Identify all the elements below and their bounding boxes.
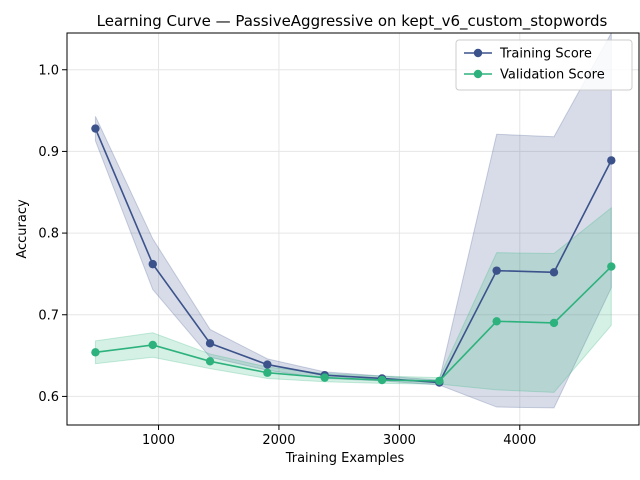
validation-score-point xyxy=(492,317,501,326)
validation-score-band xyxy=(94,206,612,393)
y-tick-label: 0.6 xyxy=(38,390,59,405)
validation-score-point xyxy=(263,368,272,377)
y-tick-label: 1.0 xyxy=(38,63,59,78)
training-score-line xyxy=(94,128,613,384)
validation-score-point xyxy=(377,375,387,385)
x-axis-label: Training Examples xyxy=(285,451,405,466)
x-tick-label: 1000 xyxy=(142,433,175,448)
validation-score-point xyxy=(549,318,559,328)
legend-training-label: Training Score xyxy=(499,47,592,62)
validation-score-point xyxy=(320,373,329,382)
training-score-point xyxy=(263,360,272,369)
legend-validation-marker xyxy=(473,69,483,79)
x-tick-label: 4000 xyxy=(503,433,536,448)
confidence-bands xyxy=(94,32,612,409)
legend-box xyxy=(455,39,633,91)
chart-title: Learning Curve — PassiveAggressive on ke… xyxy=(97,12,608,31)
validation-score-point xyxy=(91,348,100,357)
y-axis-label: Accuracy xyxy=(15,199,30,259)
y-tick-label: 0.7 xyxy=(38,308,59,323)
y-tick-label: 0.8 xyxy=(38,227,59,242)
training-score-point xyxy=(607,156,616,165)
validation-score-line xyxy=(95,265,612,382)
y-tick-label: 0.9 xyxy=(38,145,59,160)
validation-score-point xyxy=(435,376,444,386)
legend-training-marker xyxy=(473,48,483,58)
training-score-point xyxy=(91,124,100,133)
validation-score-point xyxy=(607,262,616,271)
training-score-point xyxy=(205,339,215,348)
x-tick-label: 2000 xyxy=(262,433,295,448)
legend: Training Score Validation Score xyxy=(455,39,633,91)
series-points xyxy=(91,124,616,387)
legend-validation-label: Validation Score xyxy=(500,68,605,83)
x-tick-label: 3000 xyxy=(383,433,416,448)
plot-frame xyxy=(66,32,640,426)
training-score-point xyxy=(549,268,559,277)
validation-score-point xyxy=(148,340,157,350)
series-lines xyxy=(94,128,613,384)
training-score-point xyxy=(148,259,157,269)
validation-score-point xyxy=(205,357,215,366)
training-score-point xyxy=(492,266,501,275)
axis-ticks: 1000 2000 3000 4000 0.6 0.7 0.8 0.9 1.0 xyxy=(38,63,536,448)
training-score-band xyxy=(94,32,612,409)
